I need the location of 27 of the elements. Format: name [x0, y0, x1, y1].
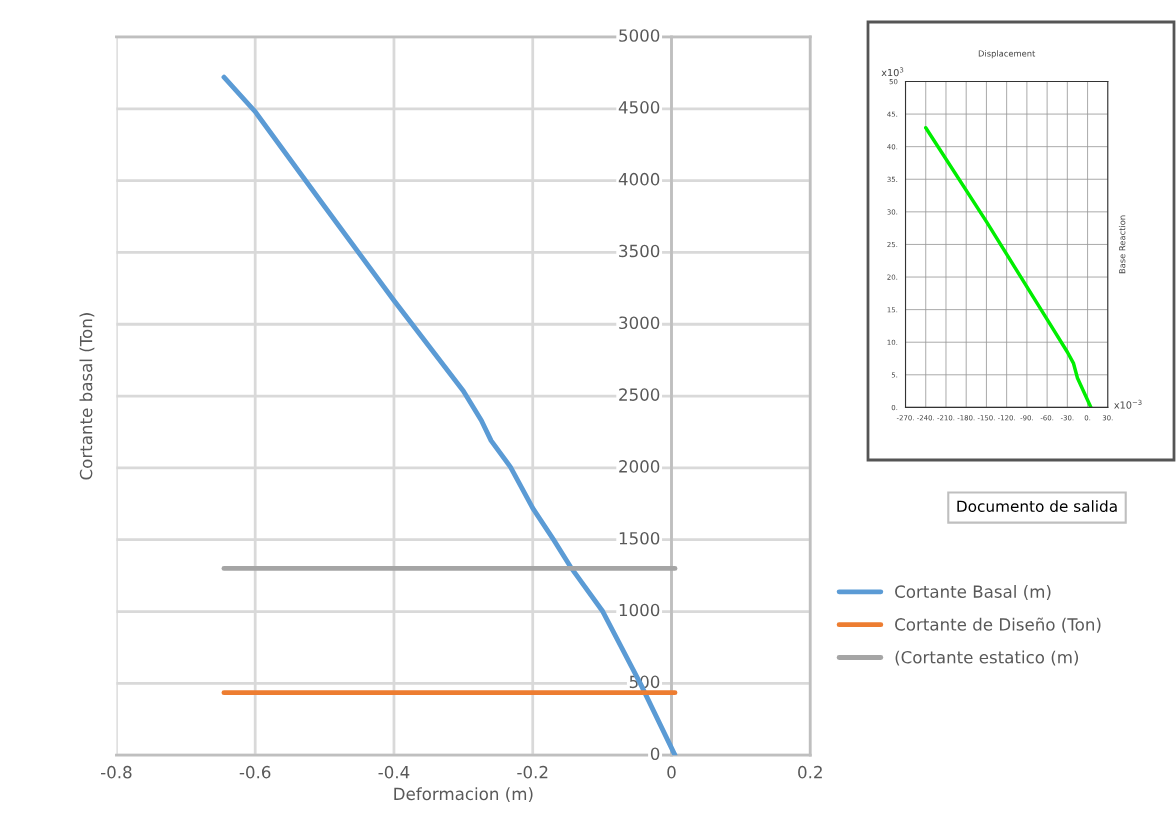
legend-label: Cortante Basal (m) — [895, 585, 1051, 600]
legend-label: (Cortante estatico (m) — [895, 650, 1079, 666]
x-tick-label: 0 — [667, 765, 676, 779]
y-axis-title: Base Reaction — [1118, 215, 1126, 274]
y-axis-title: Cortante basal (Ton) — [79, 313, 95, 480]
x-tick-label: -0.4 — [378, 765, 410, 779]
y-tick-label: 0 — [650, 747, 660, 760]
x-axis-title: Deformacion (m) — [394, 787, 533, 803]
x-tick-label: -0.6 — [239, 765, 271, 779]
x-tick-label: -0.8 — [100, 765, 132, 779]
y-tick-label: 3000 — [619, 316, 660, 330]
y-tick-label: 4000 — [618, 172, 660, 186]
y-tick-label: 4500 — [618, 101, 660, 114]
line-series — [924, 126, 1093, 408]
x-tick-label: -0.2 — [517, 765, 548, 779]
legend-label: Cortante de Diseño (Ton) — [895, 617, 1101, 633]
text: x10$^{−3}$ — [1114, 399, 1142, 409]
y-tick-label: 5000 — [619, 29, 660, 42]
y-tick-label: 1500 — [619, 531, 660, 545]
y-tick-label: 2500 — [619, 388, 660, 401]
text: Documento de salida — [957, 500, 1117, 512]
chart-title: Displacement — [978, 50, 1036, 59]
text: x10$^{3}$ — [881, 67, 904, 77]
y-tick-label: 1000 — [619, 603, 660, 617]
y-tick-label: 3500 — [619, 244, 660, 258]
x-tick-label: 0.2 — [798, 765, 822, 779]
y-tick-label: 2000 — [619, 460, 660, 473]
